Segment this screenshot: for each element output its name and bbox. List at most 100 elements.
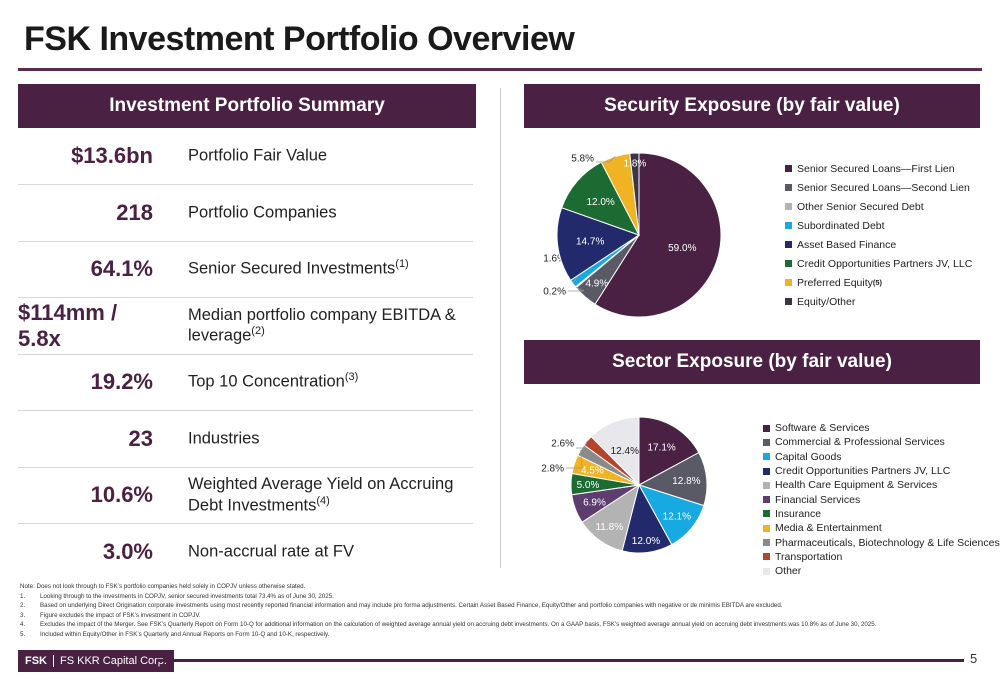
summary-value: 19.2% xyxy=(90,369,153,394)
summary-label: Portfolio Fair Value xyxy=(188,128,473,184)
legend-swatch xyxy=(763,496,770,504)
legend-label: Health Care Equipment & Services xyxy=(775,479,938,492)
divider xyxy=(500,88,501,568)
logo-separator xyxy=(53,655,54,667)
legend-swatch xyxy=(763,481,770,489)
summary-label-footnote: (1) xyxy=(395,258,409,271)
page-title: FSK Investment Portfolio Overview xyxy=(24,20,575,58)
legend-item: Senior Secured Loans—First Lien xyxy=(785,159,972,178)
summary-label: Median portfolio company EBITDA & levera… xyxy=(188,298,473,354)
summary-row: 64.1% Senior Secured Investments(1) xyxy=(18,241,473,298)
legend-item: Credit Opportunities Partners JV, LLC xyxy=(763,464,1000,478)
legend-label: Media & Entertainment xyxy=(775,522,882,535)
legend-item: Other xyxy=(763,564,1000,578)
security-legend: Senior Secured Loans—First Lien Senior Se… xyxy=(785,159,972,311)
footnote-text: Looking through to the investments in CO… xyxy=(40,592,334,600)
footnote-text: Based on underlying Direct Origination c… xyxy=(40,602,783,610)
footnote-number: 1. xyxy=(20,592,26,600)
pie-data-label: 14.7% xyxy=(576,237,604,248)
summary-label: Non-accrual rate at FV xyxy=(188,524,473,580)
legend-item: Media & Entertainment xyxy=(763,521,1000,535)
legend-label: Capital Goods xyxy=(775,450,842,463)
footnote-number: 3. xyxy=(20,611,26,619)
pie-data-label: 11.8% xyxy=(595,522,623,533)
legend-label: Other Senior Secured Debt xyxy=(797,200,924,213)
footer-rule xyxy=(158,659,964,662)
pie-data-label: 1.6% xyxy=(543,254,566,265)
summary-value: $114mm / 5.8x xyxy=(18,299,118,351)
summary-label-text: Non-accrual rate at FV xyxy=(188,542,354,561)
pie-data-label: 12.8% xyxy=(672,476,700,487)
legend-swatch xyxy=(763,553,770,561)
legend-item: Preferred Equity (5) xyxy=(785,273,972,292)
footnote-number: 2. xyxy=(20,602,26,610)
pie-data-label: 4.5% xyxy=(581,466,604,477)
legend-swatch xyxy=(785,241,792,248)
footnote-number: 5. xyxy=(20,630,26,638)
summary-label-footnote: (2) xyxy=(251,325,265,338)
logo-company: FS KKR Capital Corp. xyxy=(60,655,167,667)
legend-swatch xyxy=(785,165,792,172)
legend-item: Subordinated Debt xyxy=(785,216,972,235)
legend-item: Credit Opportunities Partners JV, LLC xyxy=(785,254,972,273)
summary-label-text: Median portfolio company EBITDA & levera… xyxy=(188,305,456,345)
summary-label: Industries xyxy=(188,411,473,467)
legend-item: Senior Secured Loans—Second Lien xyxy=(785,178,972,197)
summary-label-footnote: (3) xyxy=(344,371,359,384)
legend-item: Pharmaceuticals, Biotechnology & Life Sc… xyxy=(763,535,1000,549)
summary-label: Weighted Average Yield on Accruing Debt … xyxy=(188,467,473,523)
summary-row: 218 Portfolio Companies xyxy=(18,185,473,242)
legend-item: Other Senior Secured Debt xyxy=(785,197,972,216)
legend-item: Financial Services xyxy=(763,492,1000,506)
legend-swatch xyxy=(785,222,792,229)
summary-label: Senior Secured Investments(1) xyxy=(188,241,473,297)
footnote-text: Excludes the impact of the Merger. See F… xyxy=(40,621,877,629)
footnote-item: 5. Included within Equity/Other in FSK’s … xyxy=(20,630,980,640)
pie-data-label: 0.2% xyxy=(543,287,566,298)
pie-data-label: 5.0% xyxy=(577,480,600,491)
security-heading: Security Exposure (by fair value) xyxy=(524,84,980,128)
legend-label: Pharmaceuticals, Biotechnology & Life Sc… xyxy=(775,536,1000,549)
legend-label: Asset Based Finance xyxy=(797,238,897,251)
security-pie-chart: 59.0% 4.9% 0.2% 1.6% 14.7% 12.0% 5.8% 1.8% xyxy=(543,152,722,318)
pie-data-label: 12.4% xyxy=(611,446,639,457)
footnote-item: 4. Excludes the impact of the Merger. See… xyxy=(20,620,980,630)
summary-label-text: Top 10 Concentration xyxy=(188,372,345,391)
pie-data-label: 12.1% xyxy=(663,512,691,523)
legend-item: Transportation xyxy=(763,550,1000,564)
legend-swatch xyxy=(785,279,792,286)
pie-slice xyxy=(594,152,722,318)
pie-leader-line xyxy=(596,156,616,163)
summary-value: 218 xyxy=(116,199,153,225)
footnote-intro: Note: Does not look through to FSK’s por… xyxy=(20,583,306,590)
footnote-item: 2. Based on underlying Direct Origination… xyxy=(20,601,980,611)
legend-swatch xyxy=(785,184,792,191)
summary-label: Portfolio Companies xyxy=(188,185,473,241)
summary-value: 3.0% xyxy=(102,538,153,564)
legend-swatch xyxy=(763,467,770,475)
summary-label-text: Weighted Average Yield on Accruing Debt … xyxy=(188,475,454,515)
pie-data-label: 12.0% xyxy=(632,536,660,547)
pie-leader-line xyxy=(568,286,585,292)
summary-label-text: Portfolio Fair Value xyxy=(188,146,328,165)
legend-swatch xyxy=(763,567,770,575)
summary-label-footnote: (4) xyxy=(316,494,330,507)
legend-label: Preferred Equity xyxy=(797,276,873,289)
legend-item: Health Care Equipment & Services xyxy=(763,478,1000,492)
pie-data-label: 2.8% xyxy=(541,464,564,475)
pie-data-label: 4.9% xyxy=(585,279,608,290)
summary-value: 23 xyxy=(128,425,153,451)
pie-slice xyxy=(556,207,641,281)
summary-row: 19.2% Top 10 Concentration(3) xyxy=(18,354,473,411)
legend-swatch xyxy=(763,539,770,547)
legend-label: Financial Services xyxy=(775,493,861,506)
legend-footnote: (5) xyxy=(872,278,883,287)
footnote-number: 4. xyxy=(20,621,26,629)
summary-row: $114mm / 5.8x Median portfolio company EB… xyxy=(18,298,473,355)
legend-item: Commercial & Professional Services xyxy=(763,435,1000,449)
legend-label: Transportation xyxy=(775,550,843,563)
logo-ticker: FSK xyxy=(25,655,47,667)
legend-swatch xyxy=(763,510,770,518)
legend-label: Insurance xyxy=(775,507,822,520)
summary-row: $13.6bn Portfolio Fair Value xyxy=(18,128,473,185)
